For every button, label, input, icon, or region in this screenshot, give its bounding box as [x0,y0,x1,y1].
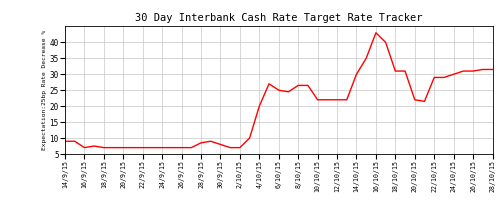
Y-axis label: Expectation:25bp Rate Decrease %: Expectation:25bp Rate Decrease % [42,30,46,150]
Title: 30 Day Interbank Cash Rate Target Rate Tracker: 30 Day Interbank Cash Rate Target Rate T… [135,13,422,23]
